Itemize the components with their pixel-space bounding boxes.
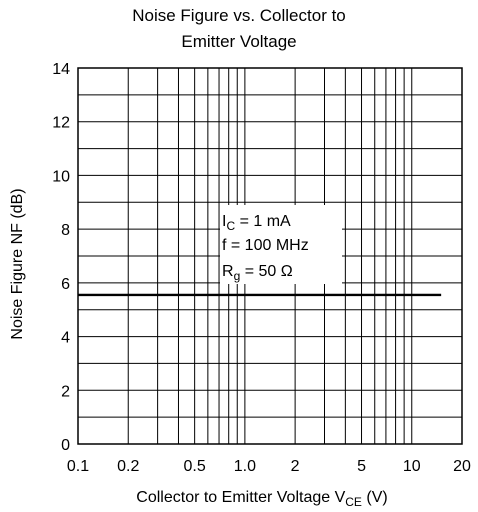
- chart-title-line-1: Noise Figure vs. Collector to: [132, 6, 346, 25]
- y-tick-labels: 0 2 4 6 8 10 12 14: [52, 61, 70, 454]
- y-tick-label: 12: [52, 115, 70, 132]
- y-axis-label: Noise Figure NF (dB): [9, 188, 26, 339]
- y-tick-label: 6: [61, 276, 70, 293]
- x-tick-label: 5: [357, 458, 366, 475]
- chart-title-line-2: Emitter Voltage: [181, 32, 297, 51]
- y-tick-label: 2: [61, 383, 70, 400]
- x-tick-labels: 0.1 0.2 0.5 1.0 2 5 10 20: [67, 458, 471, 475]
- x-tick-label: 20: [453, 458, 471, 475]
- y-tick-label: 4: [61, 330, 70, 347]
- y-tick-label: 0: [61, 437, 70, 454]
- annotation-line-2: Rg = 50 Ω: [222, 263, 293, 283]
- x-tick-label: 1.0: [234, 458, 256, 475]
- x-tick-label: 0.1: [67, 458, 89, 475]
- x-tick-label: 0.5: [184, 458, 206, 475]
- conditions-annotation: IC = 1 mA f = 100 MHz Rg = 50 Ω: [220, 205, 342, 284]
- y-tick-label: 10: [52, 168, 70, 185]
- annotation-line-1: f = 100 MHz: [222, 237, 309, 254]
- x-axis-label: Collector to Emitter Voltage VCE (V): [136, 489, 387, 509]
- annotation-background: [220, 205, 342, 284]
- x-tick-label: 2: [291, 458, 300, 475]
- x-tick-label: 0.2: [117, 458, 139, 475]
- y-tick-label: 8: [61, 222, 70, 239]
- y-tick-label: 14: [52, 61, 70, 78]
- plot-frame: [77, 67, 463, 445]
- annotation-line-0: IC = 1 mA: [222, 213, 291, 233]
- x-tick-label: 10: [403, 458, 421, 475]
